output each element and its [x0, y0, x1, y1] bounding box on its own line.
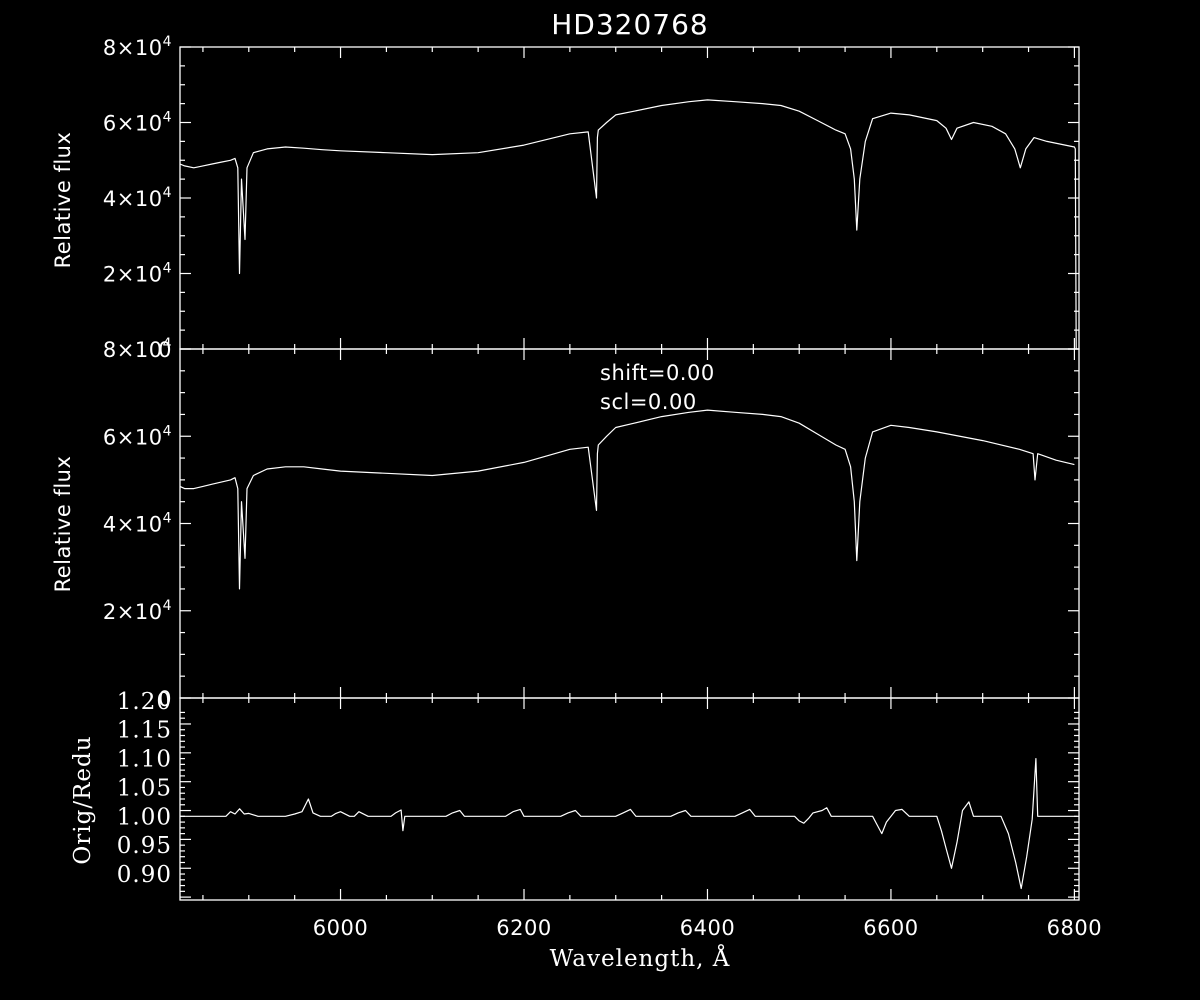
x-tick-label: 6400 — [680, 916, 735, 940]
y-tick-label: 1.20 — [117, 689, 172, 715]
y-tick-label: 1.10 — [117, 747, 172, 773]
y-tick-label: 6×104 — [103, 110, 172, 136]
panel-middle-y-axis-label: Relative flux — [51, 456, 75, 593]
panel-top-y-axis-label: Relative flux — [51, 132, 75, 269]
y-tick-label: 8×104 — [103, 336, 172, 362]
panel-bottom-frame — [179, 697, 1080, 901]
y-tick-label: 1.00 — [117, 804, 172, 830]
x-tick-label: 6800 — [1047, 916, 1102, 940]
y-tick-label: 4×104 — [103, 185, 172, 211]
y-tick-label: 0.90 — [117, 862, 172, 888]
panel-top-flux: 0 2×104 4×104 6×104 8×104 Relative flux — [51, 34, 1080, 362]
panel-bottom-ratio: 0.90 0.95 1.00 1.051.10 1.15 1.20 6000 6200 640… — [70, 689, 1102, 972]
y-tick-label: 0 — [158, 338, 172, 362]
y-tick-label: 2×104 — [103, 598, 172, 624]
panel-middle-ticks — [180, 348, 1079, 699]
y-tick-label: 4×104 — [103, 511, 172, 537]
panel-middle-y-tick-labels: 0 2×104 4×104 6×104 8×104 — [103, 336, 172, 711]
shift-annotation: shift=0.00 — [600, 361, 715, 385]
panel-top-ticks — [180, 46, 1079, 350]
y-tick-label: 6×104 — [103, 423, 172, 449]
panel-top-frame — [179, 46, 1080, 350]
scl-annotation: scl=0.00 — [600, 390, 697, 414]
x-tick-label: 6600 — [863, 916, 918, 940]
panel-top-spectrum-line — [179, 99, 1077, 350]
panel-middle-spectrum-line — [179, 409, 1075, 590]
x-tick-label: 6200 — [496, 916, 551, 940]
y-tick-label: 2×104 — [103, 261, 172, 287]
x-tick-label: 6000 — [313, 916, 368, 940]
chart-title: HD320768 — [551, 8, 709, 41]
x-axis-label: Wavelength, Å — [550, 944, 731, 972]
panel-bottom-y-axis-label: Orig/Redu — [70, 735, 96, 864]
y-tick-label: 1.15 — [117, 718, 172, 744]
panel-bottom-x-tick-labels: 6000 6200 6400 6600 6800 — [313, 916, 1102, 940]
panel-middle-flux: 0 2×104 4×104 6×104 8×104 Relative flux shif… — [51, 336, 1080, 711]
panel-bottom-ratio-line — [180, 758, 1078, 890]
panel-top-y-tick-labels: 0 2×104 4×104 6×104 8×104 — [103, 34, 172, 362]
y-tick-label: 0.95 — [117, 833, 172, 859]
y-tick-label: 0 — [158, 687, 172, 711]
panel-bottom-ticks — [180, 698, 1079, 900]
y-tick-label: 1.05 — [117, 775, 172, 801]
y-tick-label: 8×104 — [103, 34, 172, 60]
panel-bottom-y-tick-labels: 0.90 0.95 1.00 1.051.10 1.15 1.20 — [117, 689, 172, 888]
